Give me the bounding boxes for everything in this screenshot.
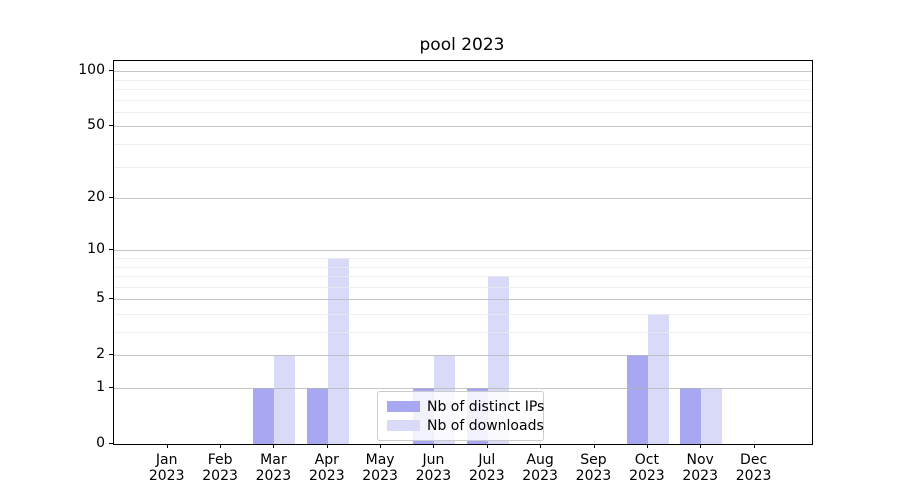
y-tick-mark-1 (109, 387, 113, 388)
minor-gridline-80 (114, 89, 812, 90)
x-tick-mark-feb (220, 444, 222, 448)
x-tick-label-jan: Jan 2023 (148, 452, 185, 484)
y-tick-label-50: 50 (87, 117, 105, 134)
x-tick-label-mar: Mar 2023 (255, 452, 292, 484)
legend-row-ips: Nb of distinct IPs (387, 397, 544, 416)
minor-gridline-4 (114, 314, 812, 315)
bar-downloads-apr (327, 258, 349, 444)
legend-swatch-ips (387, 401, 420, 412)
bar-downloads-mar (274, 355, 296, 444)
minor-gridline-70 (114, 99, 812, 101)
legend-row-downloads: Nb of downloads (387, 416, 544, 435)
y-tick-label-20: 20 (87, 189, 105, 206)
x-tick-label-aug: Aug 2023 (522, 452, 558, 484)
chart-title: pool 2023 (419, 35, 505, 55)
x-tick-mark-jan (166, 444, 168, 448)
bar-downloads-nov (701, 388, 723, 444)
bar-downloads-oct (647, 314, 669, 444)
minor-gridline-6 (114, 286, 812, 288)
x-tick-mark-jun (433, 444, 435, 448)
major-gridline-10 (114, 250, 812, 252)
major-gridline-20 (114, 198, 812, 200)
x-tick-label-apr: Apr 2023 (308, 452, 345, 484)
bar-ips-nov (680, 388, 702, 444)
minor-gridline-30 (114, 166, 812, 168)
x-tick-mark-nov (700, 444, 702, 448)
y-tick-mark-0 (109, 443, 113, 444)
y-tick-label-2: 2 (96, 346, 105, 363)
minor-gridline-9 (114, 258, 812, 259)
plot-area (113, 60, 813, 445)
y-tick-label-10: 10 (87, 241, 105, 258)
x-tick-label-jul: Jul 2023 (468, 452, 505, 484)
x-tick-mark-jul (486, 444, 488, 448)
bar-ips-apr (306, 388, 328, 444)
y-tick-label-100: 100 (78, 62, 105, 79)
legend: Nb of distinct IPs Nb of downloads (377, 391, 544, 441)
x-tick-mark-oct (646, 444, 648, 448)
x-tick-mark-aug (540, 444, 542, 448)
minor-gridline-60 (114, 111, 812, 113)
x-tick-mark-sep (593, 444, 595, 448)
major-gridline-2 (114, 355, 812, 357)
y-tick-mark-5 (109, 298, 113, 300)
minor-gridline-8 (114, 266, 812, 268)
x-tick-label-oct: Oct 2023 (629, 452, 665, 484)
x-tick-label-may: May 2023 (362, 452, 398, 484)
bar-ips-mar (253, 388, 275, 444)
y-tick-mark-100 (109, 70, 113, 72)
legend-label-downloads: Nb of downloads (427, 417, 544, 434)
minor-gridline-3 (114, 332, 812, 333)
y-tick-mark-50 (109, 125, 113, 127)
major-gridline-100 (114, 71, 812, 73)
y-tick-mark-2 (109, 354, 113, 356)
x-tick-mark-may (380, 444, 382, 448)
minor-gridline-7 (114, 276, 812, 277)
x-tick-mark-dec (753, 444, 755, 448)
y-tick-label-0: 0 (96, 435, 105, 451)
minor-gridline-90 (114, 79, 812, 81)
x-tick-mark-mar (273, 444, 275, 448)
legend-label-ips: Nb of distinct IPs (427, 398, 545, 415)
major-gridline-50 (114, 126, 812, 128)
y-tick-label-5: 5 (96, 290, 105, 307)
y-tick-mark-20 (109, 197, 113, 199)
legend-swatch-downloads (387, 420, 420, 431)
x-tick-label-sep: Sep 2023 (575, 452, 612, 484)
y-tick-label-1: 1 (96, 379, 105, 395)
x-tick-label-feb: Feb 2023 (202, 452, 238, 484)
x-tick-label-nov: Nov 2023 (682, 452, 718, 484)
x-tick-label-dec: Dec 2023 (735, 452, 772, 484)
major-gridline-1 (114, 388, 812, 389)
y-tick-mark-10 (109, 249, 113, 251)
major-gridline-5 (114, 299, 812, 301)
minor-gridline-40 (114, 144, 812, 145)
x-tick-label-jun: Jun 2023 (415, 452, 452, 484)
bar-ips-oct (626, 355, 648, 444)
x-tick-mark-apr (326, 444, 328, 448)
